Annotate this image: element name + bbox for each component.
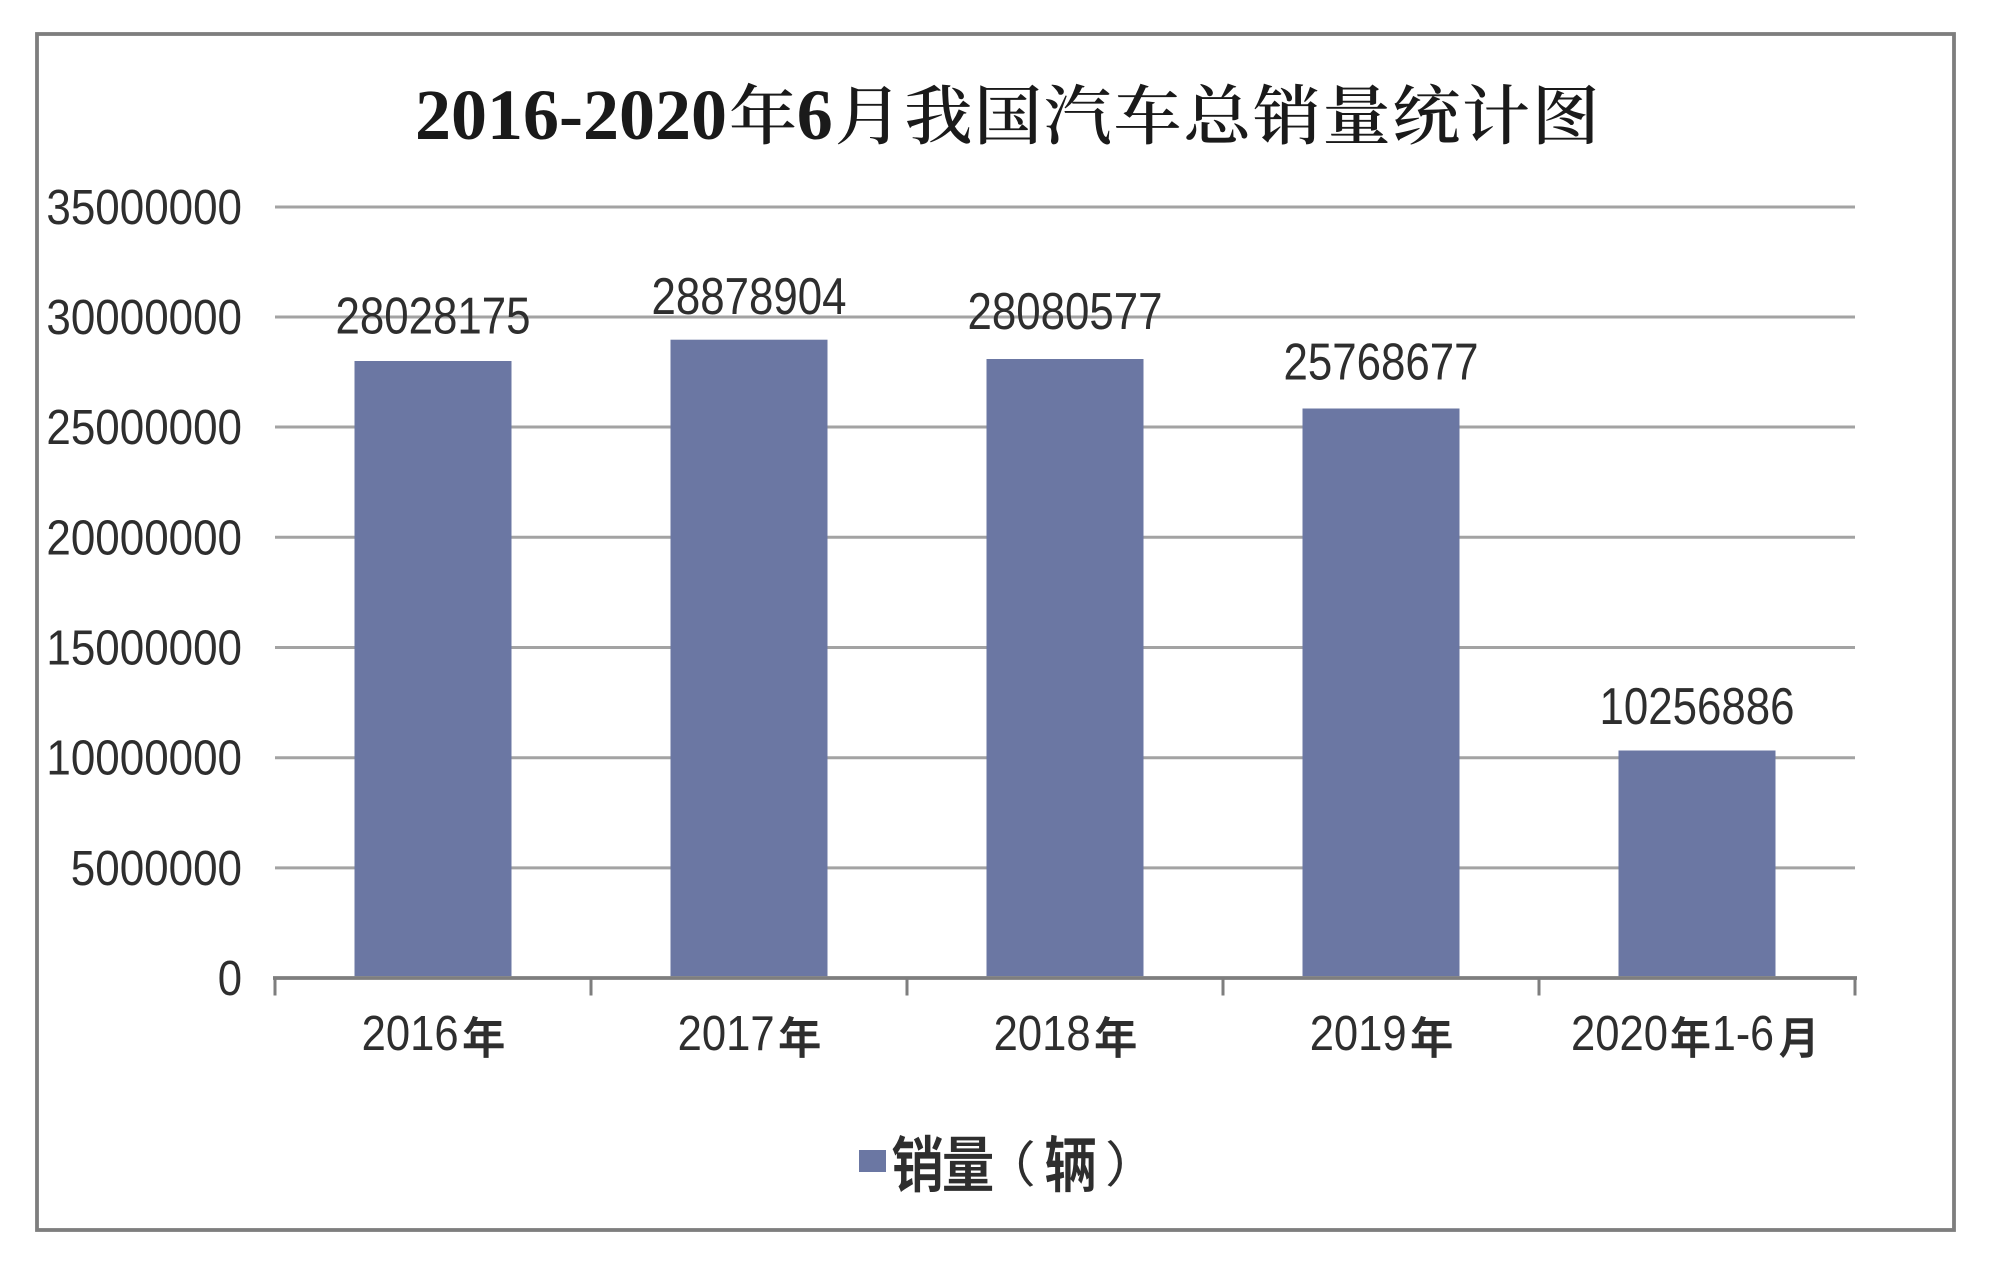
svg-text:6: 6	[797, 75, 833, 155]
svg-text:2016-2020: 2016-2020	[415, 75, 727, 155]
svg-text:15000000: 15000000	[46, 622, 242, 676]
svg-text:25768677: 25768677	[1284, 334, 1479, 392]
svg-text:5000000: 5000000	[71, 842, 242, 896]
svg-text:2019: 2019	[1310, 1007, 1407, 1061]
svg-text:10000000: 10000000	[46, 732, 242, 786]
svg-text:28878904: 28878904	[652, 268, 847, 326]
svg-text:0: 0	[218, 952, 242, 1006]
svg-text:20000000: 20000000	[46, 511, 242, 565]
svg-text:28080577: 28080577	[968, 283, 1163, 341]
svg-text:30000000: 30000000	[46, 291, 242, 345]
svg-text:2020: 2020	[1571, 1007, 1668, 1061]
svg-text:2016: 2016	[362, 1007, 459, 1061]
svg-text:1-6: 1-6	[1712, 1007, 1774, 1061]
svg-text:28028175: 28028175	[336, 287, 531, 345]
svg-text:2017: 2017	[678, 1007, 775, 1061]
svg-text:2018: 2018	[994, 1007, 1091, 1061]
svg-text:10256886: 10256886	[1600, 678, 1795, 736]
svg-text:35000000: 35000000	[46, 181, 242, 235]
svg-text:25000000: 25000000	[46, 401, 242, 455]
